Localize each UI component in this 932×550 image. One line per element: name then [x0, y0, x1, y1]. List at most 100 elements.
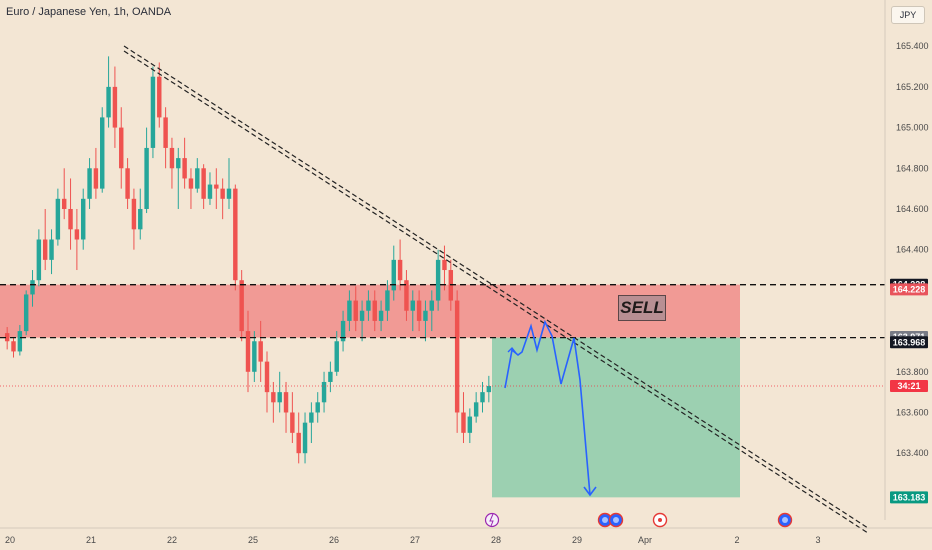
candle-body — [321, 381, 327, 403]
price-tag — [890, 283, 928, 296]
candle-body — [176, 158, 181, 169]
lightning-glyph — [489, 513, 494, 527]
candle-body — [125, 168, 130, 199]
candle-body — [416, 300, 422, 321]
lightning-icon — [484, 512, 500, 528]
candle-body — [61, 198, 67, 209]
price-tick-label: 163.800 — [896, 367, 929, 377]
price-tick-label: 164.600 — [896, 204, 929, 214]
candle-body — [68, 208, 73, 230]
price-tick-label: 165.000 — [896, 123, 929, 133]
candle-body — [467, 416, 473, 433]
candle-body — [385, 290, 390, 311]
candle-body — [100, 117, 105, 189]
currency-button[interactable]: JPY — [891, 6, 925, 24]
candle-body — [296, 432, 301, 454]
candle-body — [334, 341, 339, 372]
candle-body — [404, 280, 409, 311]
candle-body — [188, 178, 194, 189]
candle-body — [264, 361, 270, 393]
candle-body — [182, 158, 187, 179]
time-tick-label: 20 — [5, 535, 15, 545]
candle-body — [410, 300, 415, 311]
time-tick-label: 25 — [248, 535, 258, 545]
candle-body — [283, 392, 289, 413]
candle-body — [397, 259, 403, 281]
price-tick-label: 165.200 — [896, 82, 929, 92]
target-icon-dot — [658, 518, 662, 522]
price-tick-label: 164.400 — [896, 245, 929, 255]
candle-body — [220, 188, 225, 199]
price-axis-background — [885, 0, 932, 550]
candle-body — [81, 198, 86, 240]
candle-body — [309, 412, 314, 423]
price-tag — [890, 380, 928, 393]
trendline — [123, 45, 869, 529]
sell-label: SELL — [618, 295, 666, 321]
candle-body — [150, 76, 156, 148]
candle-body — [131, 198, 137, 230]
candle-body — [366, 300, 371, 311]
candle-body — [252, 341, 257, 372]
time-tick-label: 21 — [86, 535, 96, 545]
candle-body — [429, 300, 435, 311]
price-tag — [890, 491, 928, 504]
sell-zone — [0, 284, 740, 338]
candle-body — [36, 239, 42, 281]
candle-body — [195, 168, 200, 189]
candle-body — [30, 280, 35, 295]
candle-body — [119, 127, 124, 169]
time-tick-label: 26 — [329, 535, 339, 545]
price-tag-label: 163.183 — [893, 492, 926, 502]
candle-body — [461, 412, 466, 433]
chart-title: Euro / Japanese Yen, 1h, OANDA — [6, 6, 172, 18]
candle-body — [378, 310, 384, 321]
price-tick-label: 163.400 — [896, 448, 929, 458]
candle-body — [157, 76, 162, 118]
time-tick-label: 29 — [572, 535, 582, 545]
candle-body — [4, 333, 10, 342]
candle-body — [226, 188, 232, 199]
flag-icon-inner — [782, 517, 788, 523]
time-tick-label: 2 — [734, 535, 739, 545]
candle-body — [454, 300, 460, 413]
time-tick-label: 3 — [815, 535, 820, 545]
trendline — [123, 50, 869, 534]
projection-arrowhead — [583, 486, 597, 497]
candle-body — [258, 341, 263, 362]
flag-icon-inner — [602, 517, 608, 523]
candle-body — [42, 239, 48, 260]
candle-body — [214, 184, 219, 189]
candle-body — [442, 259, 447, 271]
candle-body — [359, 310, 365, 321]
candle-body — [74, 229, 80, 240]
time-tick-label: 27 — [410, 535, 420, 545]
candle-body — [391, 259, 396, 291]
candle-body — [138, 208, 143, 230]
candle-body — [353, 300, 358, 321]
time-tick-label: 22 — [167, 535, 177, 545]
price-tick-label: 164.800 — [896, 163, 929, 173]
candle-body — [347, 300, 352, 321]
candle-body — [87, 168, 92, 199]
target-zone — [492, 337, 740, 498]
candle-body — [169, 147, 175, 169]
candle-body — [49, 239, 54, 260]
candle-body — [17, 331, 23, 352]
projection-path — [504, 319, 591, 496]
candle-body — [340, 320, 346, 342]
price-tag-label: 164.228 — [893, 284, 926, 294]
candle-body — [112, 86, 118, 128]
candle-body — [328, 371, 333, 382]
candle-body — [201, 168, 206, 199]
candle-body — [315, 402, 320, 413]
candle-body — [163, 117, 168, 148]
candle-body — [435, 259, 441, 301]
candle-body — [372, 300, 377, 321]
price-tag — [890, 336, 928, 349]
candle-body — [233, 188, 238, 281]
candle-body — [423, 310, 428, 321]
candle-body — [106, 86, 111, 118]
